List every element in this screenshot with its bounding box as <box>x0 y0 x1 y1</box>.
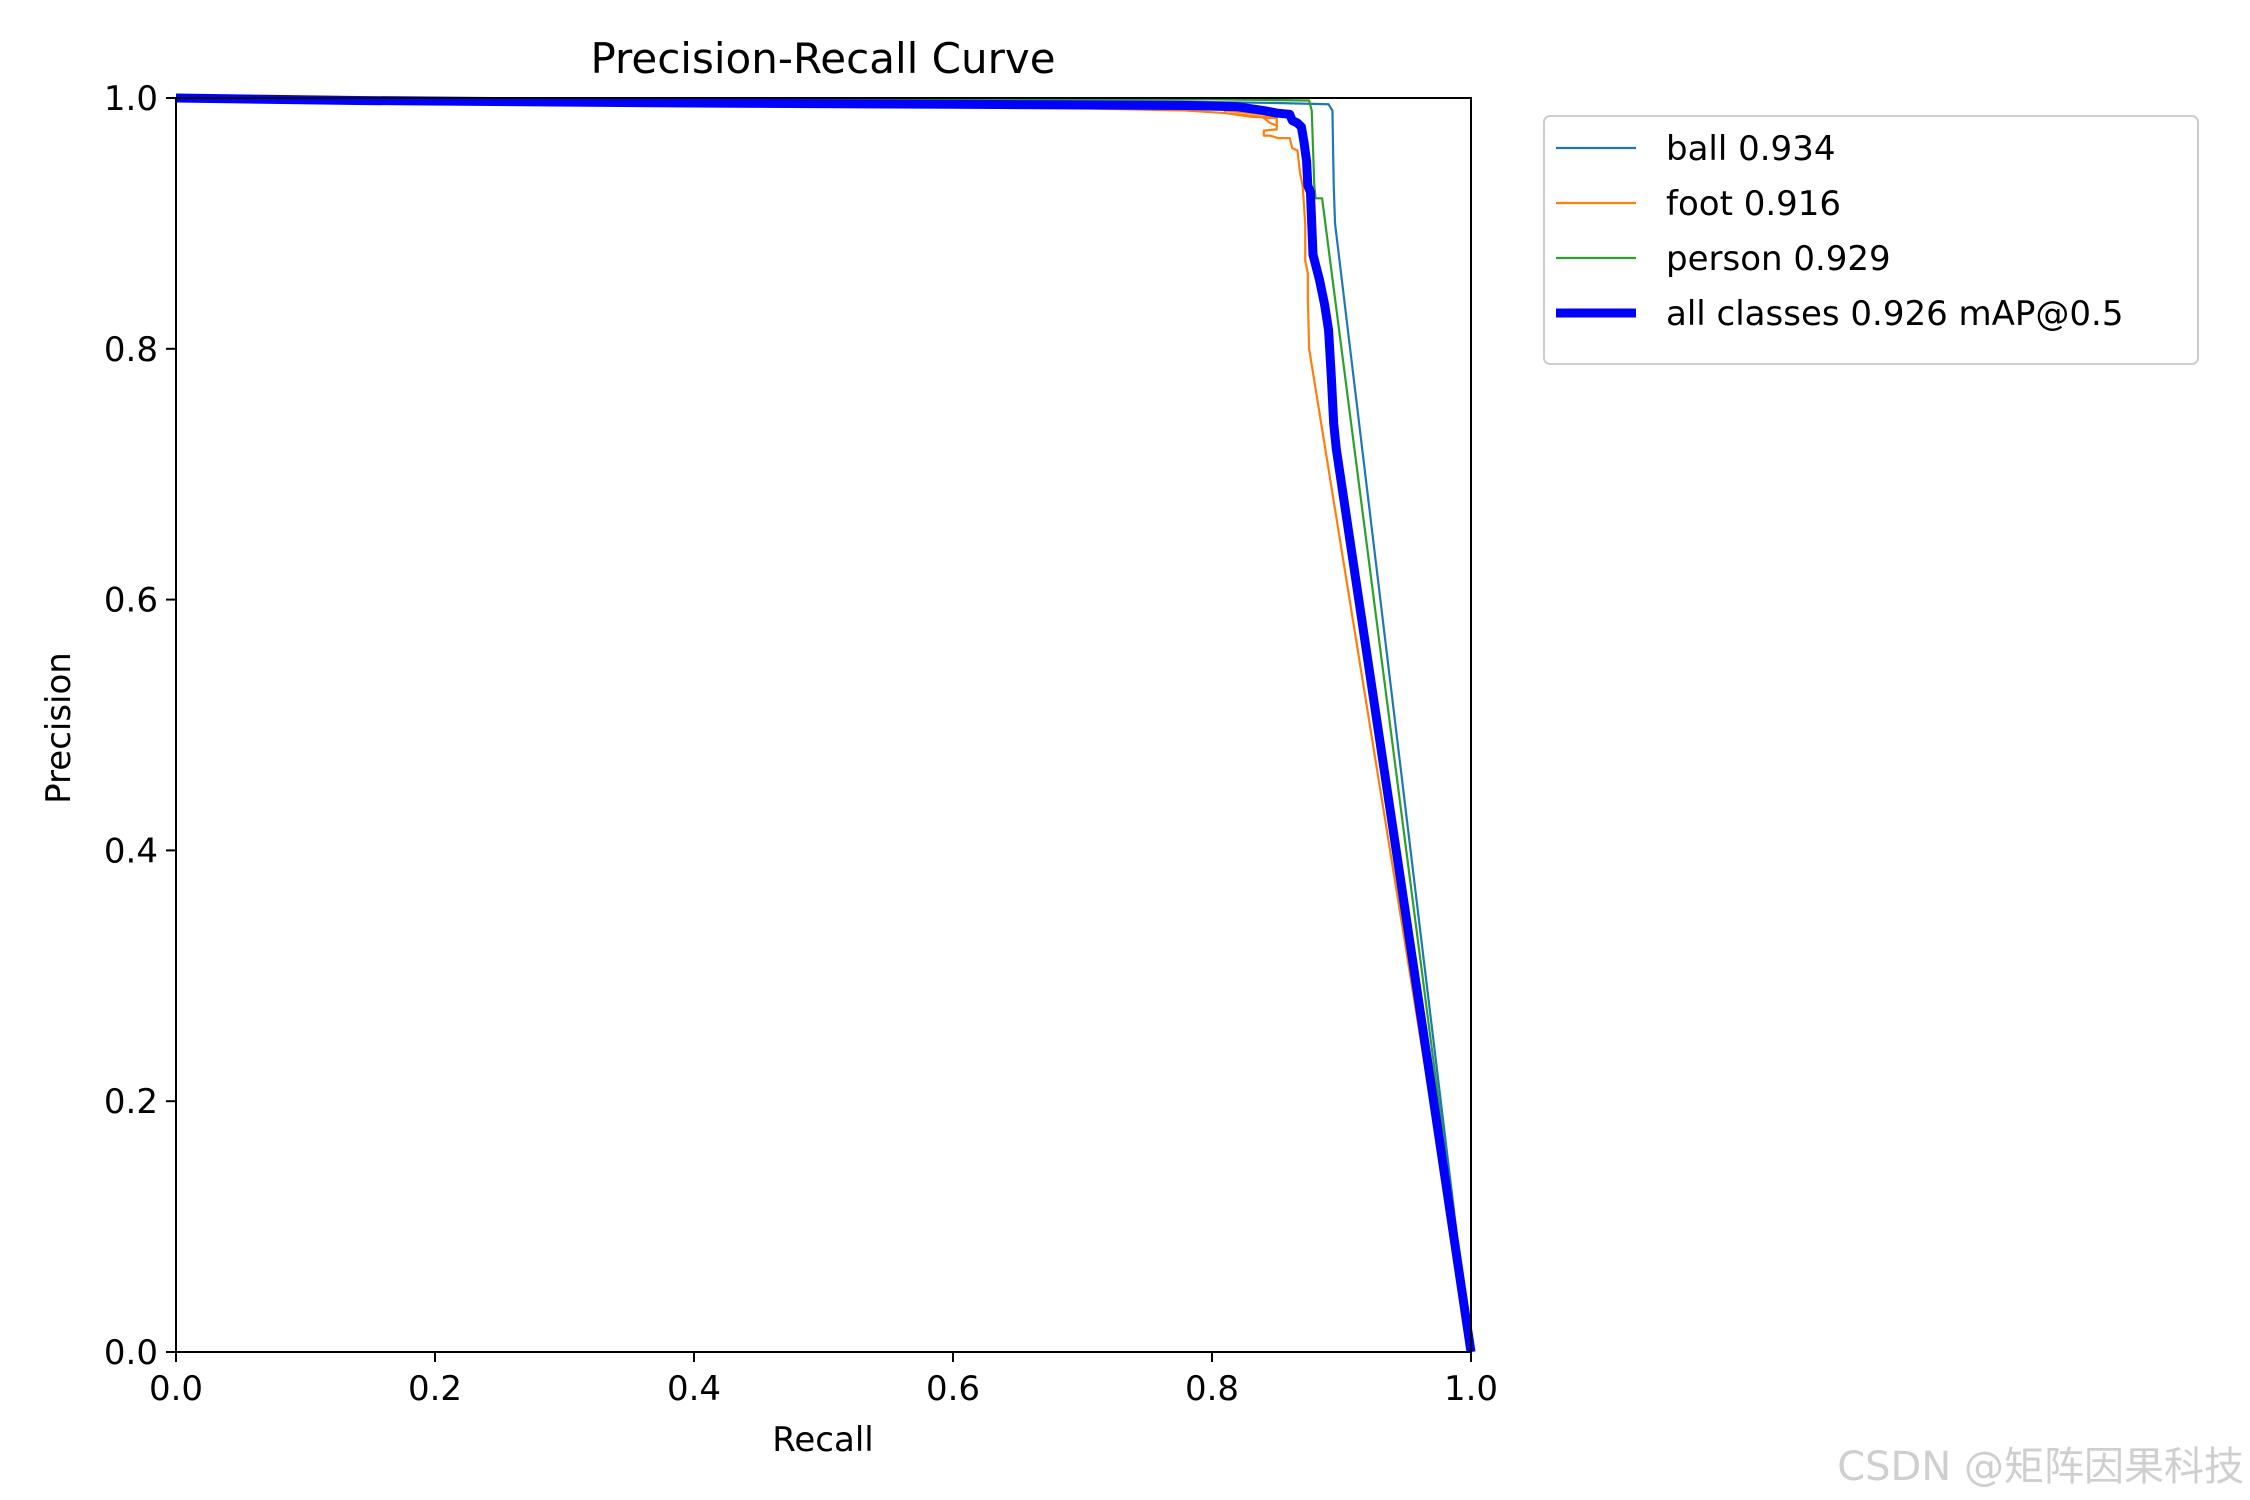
x-tick-label: 0.0 <box>149 1369 203 1409</box>
y-tick-label: 1.0 <box>104 79 158 119</box>
x-tick-label: 0.8 <box>1185 1369 1239 1409</box>
series-layer <box>175 93 1476 1353</box>
x-tick-label: 0.6 <box>926 1369 980 1409</box>
series-line-all <box>175 93 1476 1353</box>
x-tick-label: 0.4 <box>667 1369 721 1409</box>
chart-title: Precision-Recall Curve <box>590 34 1055 83</box>
legend-label-person: person 0.929 <box>1666 239 1891 279</box>
y-tick-label: 0.0 <box>104 1333 158 1373</box>
y-tick-label: 0.2 <box>104 1082 158 1122</box>
plot-frame <box>175 97 1472 1353</box>
legend-label-foot: foot 0.916 <box>1666 184 1841 224</box>
series-line-foot <box>175 96 1473 1353</box>
y-tick-label: 0.6 <box>104 581 158 621</box>
series-line-person <box>175 96 1473 1353</box>
x-tick-label: 1.0 <box>1444 1369 1498 1409</box>
legend-label-ball: ball 0.934 <box>1666 129 1835 169</box>
x-tick-label: 0.2 <box>408 1369 462 1409</box>
axis-ticks: 0.0 0.2 0.4 0.6 0.8 1.0 0.0 0.2 0.4 0.6 0.8 1.0 <box>104 79 1498 1409</box>
legend-label-all: all classes 0.926 mAP@0.5 <box>1666 294 2123 334</box>
y-axis-label: Precision <box>39 652 79 804</box>
legend-box <box>1543 115 2199 365</box>
series-line-ball <box>175 96 1473 1353</box>
y-tick-label: 0.8 <box>104 330 158 370</box>
watermark-text: CSDN @矩阵因果科技 <box>1837 1444 2244 1490</box>
y-tick-label: 0.4 <box>104 831 158 871</box>
x-axis-label: Recall <box>772 1420 873 1460</box>
legend: ball 0.934 foot 0.916 person 0.929 all clas… <box>1543 115 2199 365</box>
